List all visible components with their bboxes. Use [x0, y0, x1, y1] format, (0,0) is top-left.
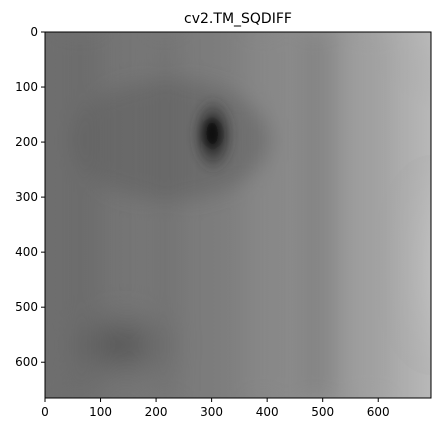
x-tick-label: 400	[256, 405, 279, 419]
heatmap-image	[45, 32, 431, 398]
y-tick-label: 400	[15, 245, 38, 259]
y-tick-label: 600	[15, 355, 38, 369]
x-tick-label: 300	[200, 405, 223, 419]
y-tick-label: 300	[15, 190, 38, 204]
chart-title: cv2.TM_SQDIFF	[184, 11, 292, 27]
heatmap-band	[300, 32, 330, 398]
x-tick-label: 200	[145, 405, 168, 419]
y-axis: 0 100 200 300 400 500 600	[15, 25, 45, 369]
plot-frame	[44, 31, 432, 399]
dark-region	[50, 300, 190, 390]
minimum-spot-core	[204, 119, 220, 147]
y-tick-label: 500	[15, 300, 38, 314]
dark-region	[70, 80, 270, 200]
x-tick-label: 600	[367, 405, 390, 419]
heatmap-band	[250, 32, 275, 398]
y-tick-label: 100	[15, 80, 38, 94]
x-axis: 0 100 200 300 400 500 600	[41, 398, 390, 419]
x-tick-label: 100	[89, 405, 112, 419]
bright-region	[371, 155, 431, 375]
x-tick-label: 500	[311, 405, 334, 419]
y-tick-label: 0	[30, 25, 38, 39]
y-tick-label: 200	[15, 135, 38, 149]
bright-region	[311, 32, 431, 142]
x-tick-label: 0	[41, 405, 49, 419]
